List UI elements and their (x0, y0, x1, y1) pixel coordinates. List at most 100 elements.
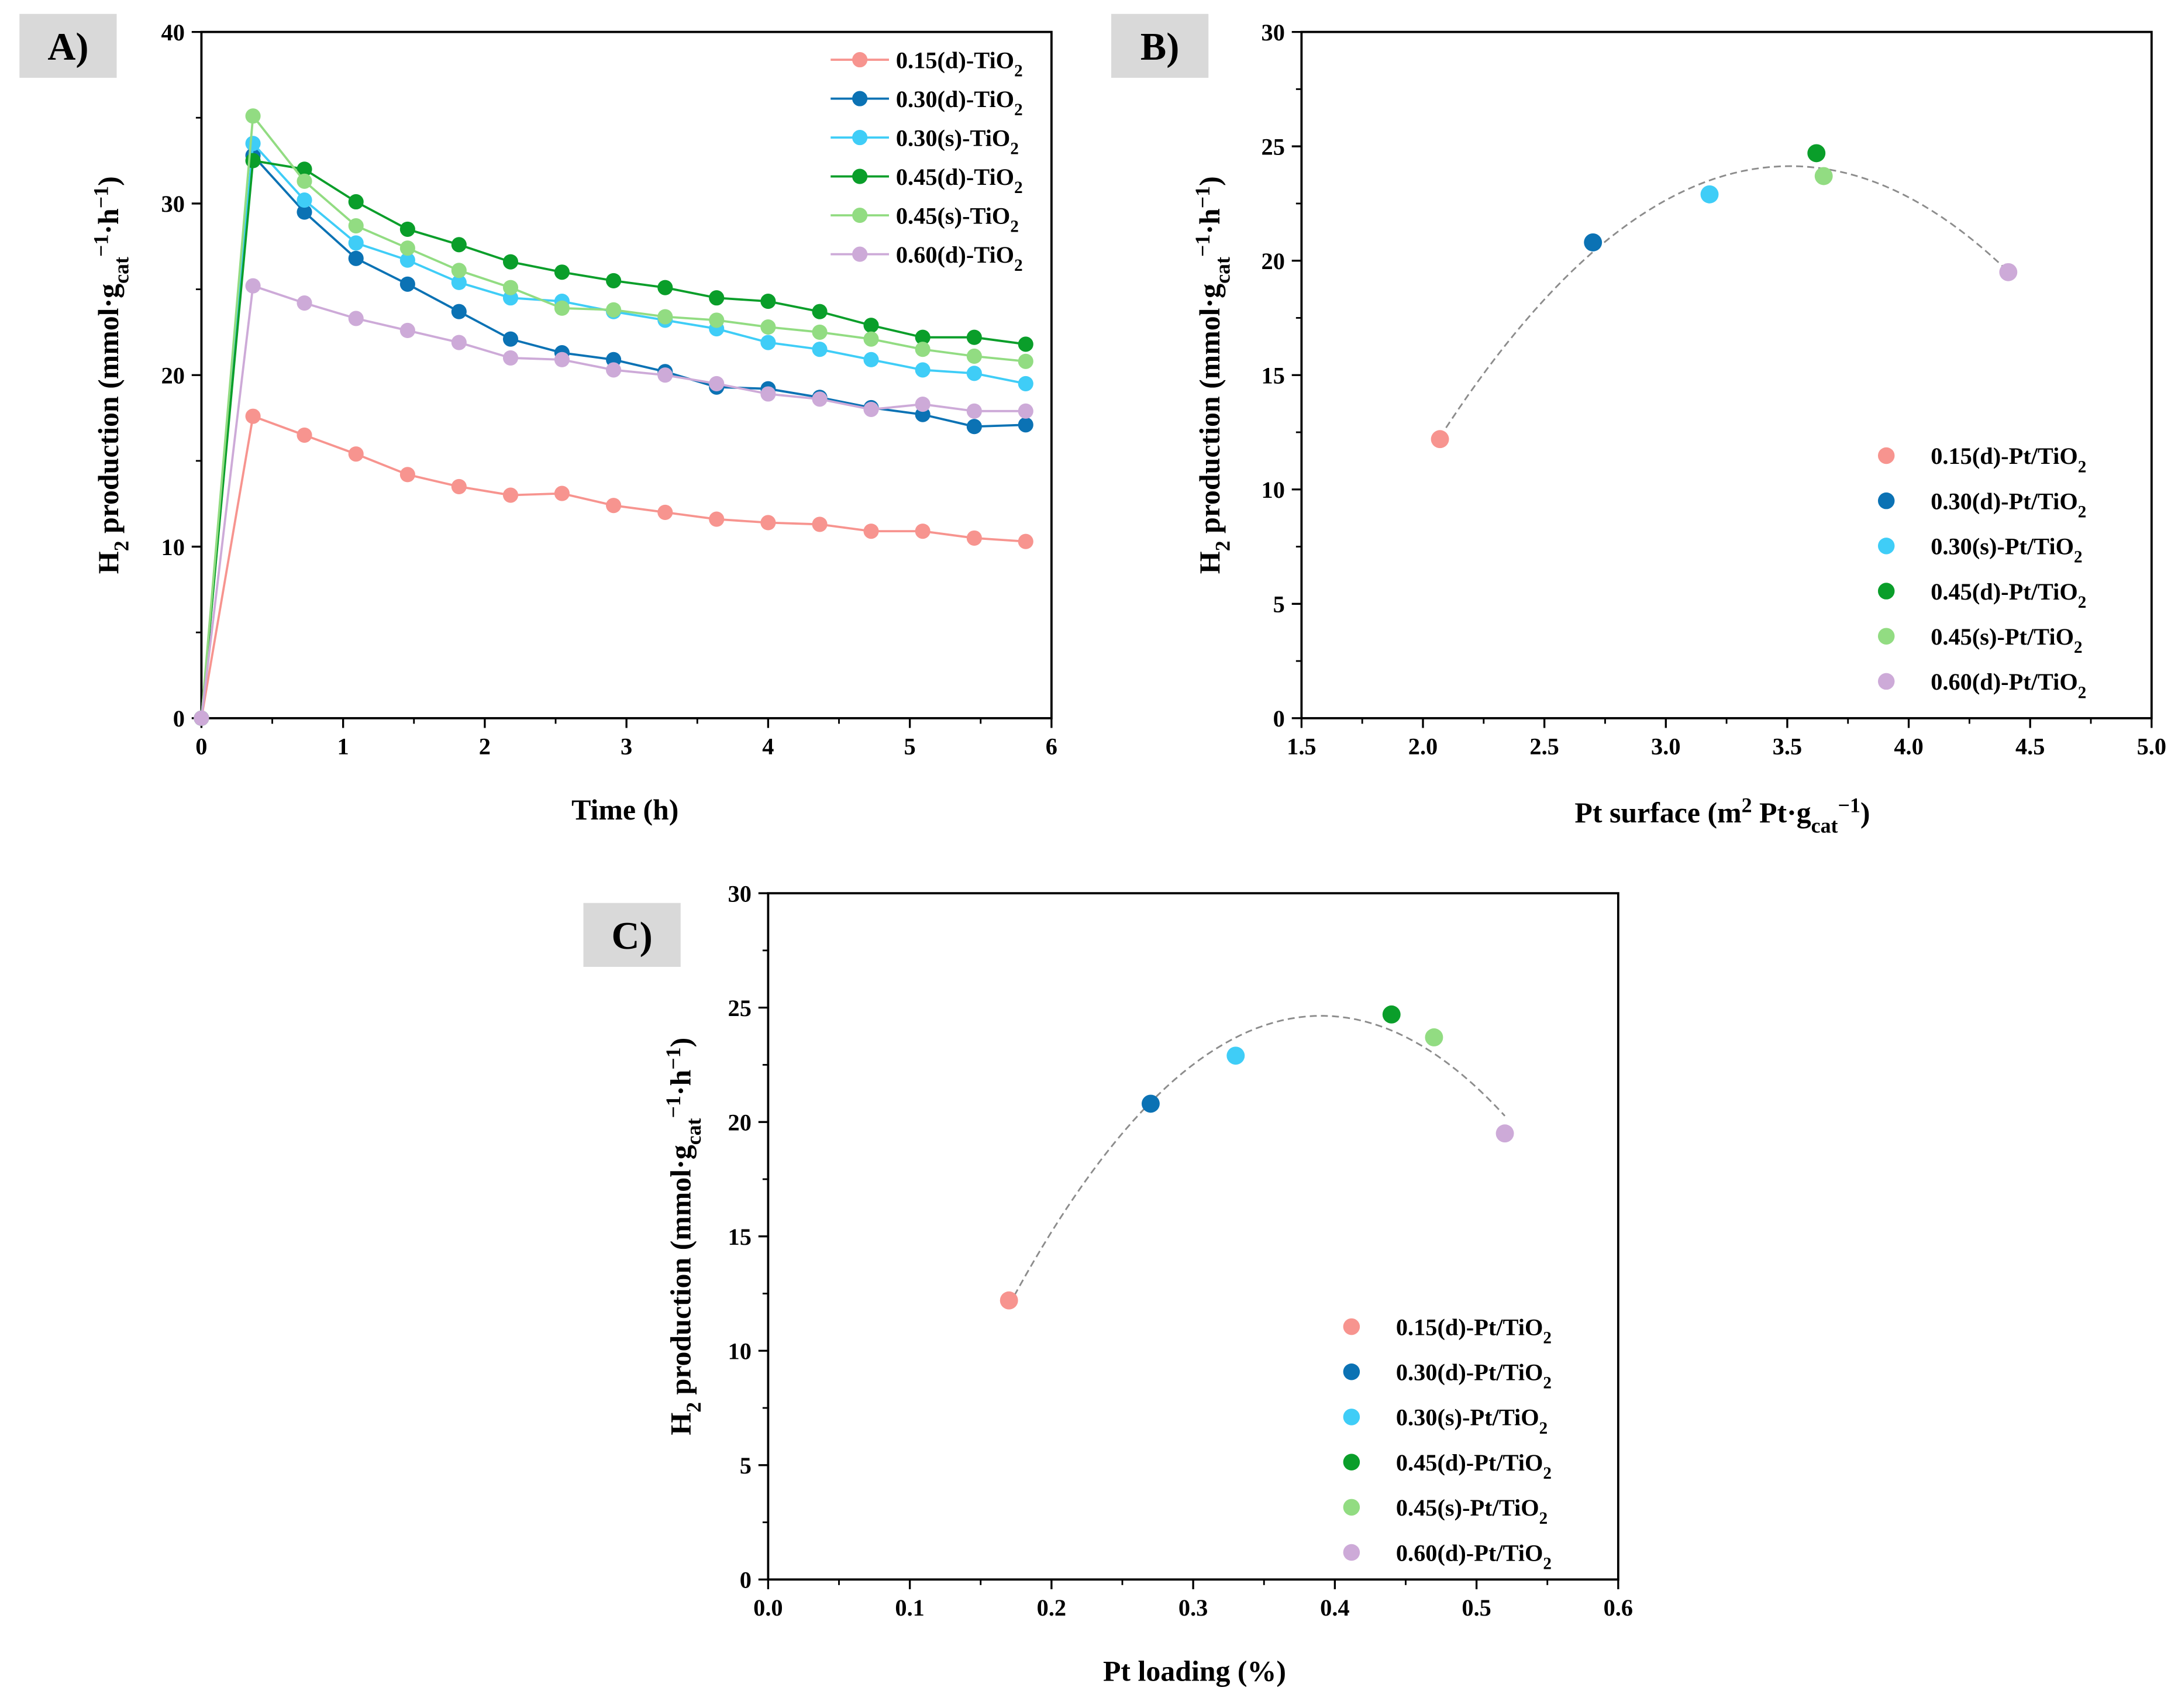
data-point (348, 250, 364, 266)
legend-item: 0.45(s)-Pt/TiO2 (1343, 1494, 1548, 1528)
legend-marker (852, 168, 868, 184)
data-point (1018, 336, 1033, 352)
data-point (863, 331, 879, 347)
label-part: Pt surface (m (1574, 797, 1741, 829)
data-point (502, 254, 519, 270)
x-tick-label: 1 (337, 734, 349, 760)
data-point (245, 136, 261, 151)
label-part: 2 (1014, 178, 1023, 197)
label-part: ·h (664, 1070, 697, 1096)
legend-label: 0.30(d)-TiO2 (896, 86, 1023, 119)
data-point-0.45(s) (1814, 167, 1833, 185)
data-point (502, 350, 519, 366)
panel-b-pt-surface: B) 1.5 2.0 2.5 3.0 3.5 4.0 4.5 5.0 0 5 10 15 20 25 30 Pt… (1111, 13, 2166, 837)
legend-item: 0.15(d)-TiO2 (830, 47, 1023, 81)
label-part: ·h (1194, 208, 1226, 234)
data-point-0.60(d) (1999, 263, 2018, 281)
y-tick-label: 10 (728, 1338, 752, 1364)
data-point (502, 331, 519, 347)
data-point (606, 498, 622, 514)
label-part: ) (92, 176, 125, 186)
label-part: ) (664, 1038, 697, 1048)
data-point (348, 311, 364, 326)
data-point (451, 237, 467, 253)
y-tick-label: 5 (740, 1452, 752, 1479)
y-tick-label: 0 (173, 705, 185, 732)
label-part: 0.30(d)-TiO (896, 86, 1014, 112)
legend-label: 0.45(s)-Pt/TiO2 (1396, 1494, 1548, 1528)
label-part: 0.45(s)-Pt/TiO (1931, 624, 2074, 650)
x-tick-label: 4 (762, 734, 774, 760)
label-part: 2 (109, 540, 133, 551)
label-part: 0.30(d)-Pt/TiO (1396, 1359, 1543, 1386)
x-tick-label: 2.0 (1408, 734, 1438, 760)
series-0.15(d) (194, 408, 1033, 726)
data-point-0.45(s) (1425, 1028, 1443, 1046)
label-part: 0.15(d)-Pt/TiO (1931, 443, 2078, 469)
label-part: 2 (1014, 101, 1023, 119)
legend-marker (1877, 447, 1895, 464)
panel-label-box (19, 13, 117, 78)
label-part: cat (1211, 257, 1235, 284)
legend-marker (1877, 673, 1895, 690)
x-tick-label: 4.5 (2015, 734, 2045, 760)
data-point (760, 386, 776, 402)
data-point (657, 280, 673, 295)
data-point (863, 524, 879, 539)
data-point (863, 352, 879, 367)
data-point (1018, 417, 1033, 433)
data-point (1018, 403, 1033, 419)
legend-marker (1877, 538, 1895, 555)
data-point (348, 446, 364, 462)
label-part: cat (682, 1118, 705, 1145)
legend-marker (1343, 1499, 1360, 1516)
label-part: 2 (2078, 593, 2087, 612)
legend-marker (1343, 1544, 1360, 1561)
legend-label: 0.30(d)-Pt/TiO2 (1931, 488, 2086, 521)
label-part: 2 (1010, 140, 1019, 159)
data-point (863, 401, 879, 417)
label-part: production (mmol·g (664, 1145, 697, 1402)
y-tick-label: 0 (1273, 705, 1285, 732)
legend-marker (1343, 1409, 1360, 1425)
legend: 0.15(d)-Pt/TiO20.30(d)-Pt/TiO20.30(s)-Pt… (1343, 1314, 1552, 1573)
data-point-0.45(d) (1382, 1005, 1401, 1024)
x-tick-label: 3.0 (1651, 734, 1680, 760)
legend-label: 0.30(d)-Pt/TiO2 (1396, 1359, 1552, 1393)
label-part: 2 (1543, 1374, 1552, 1393)
data-point (812, 324, 828, 340)
data-point (760, 515, 776, 531)
data-point (348, 218, 364, 234)
data-point (966, 419, 982, 435)
legend-label: 0.45(d)-Pt/TiO2 (1396, 1449, 1552, 1483)
legend-item: 0.30(d)-Pt/TiO2 (1343, 1359, 1552, 1393)
data-point-0.30(s) (1700, 185, 1719, 204)
data-point (606, 273, 622, 288)
label-part: Pt·g (1752, 797, 1811, 829)
data-point (657, 309, 673, 325)
label-part: ) (1860, 797, 1870, 829)
data-point (760, 335, 776, 350)
data-point (812, 304, 828, 319)
legend-item: 0.45(s)-Pt/TiO2 (1877, 624, 2083, 657)
data-point (966, 403, 982, 419)
data-point (915, 342, 931, 357)
y-tick-label: 40 (161, 19, 185, 46)
panel-label-box (583, 903, 681, 967)
series-0.60(d) (194, 278, 1033, 726)
label-part: 0.30(s)-TiO (896, 125, 1010, 151)
legend-item: 0.60(d)-Pt/TiO2 (1343, 1540, 1552, 1573)
panel-c-pt-loading: C) 0.0 0.1 0.2 0.3 0.4 0.5 0.6 0 5 10 15 20 25 30 Pt lo… (583, 880, 1633, 1688)
data-point (399, 252, 415, 268)
y-tick-label: 10 (161, 534, 185, 560)
data-point (297, 192, 312, 208)
legend-label: 0.60(d)-TiO2 (896, 242, 1023, 275)
label-part: 2 (1539, 1419, 1548, 1438)
label-part: −1 (1191, 235, 1214, 257)
data-point (451, 304, 467, 319)
data-point (966, 348, 982, 364)
x-tick-label: 4.0 (1894, 734, 1923, 760)
y-tick-label: 15 (1262, 362, 1285, 388)
